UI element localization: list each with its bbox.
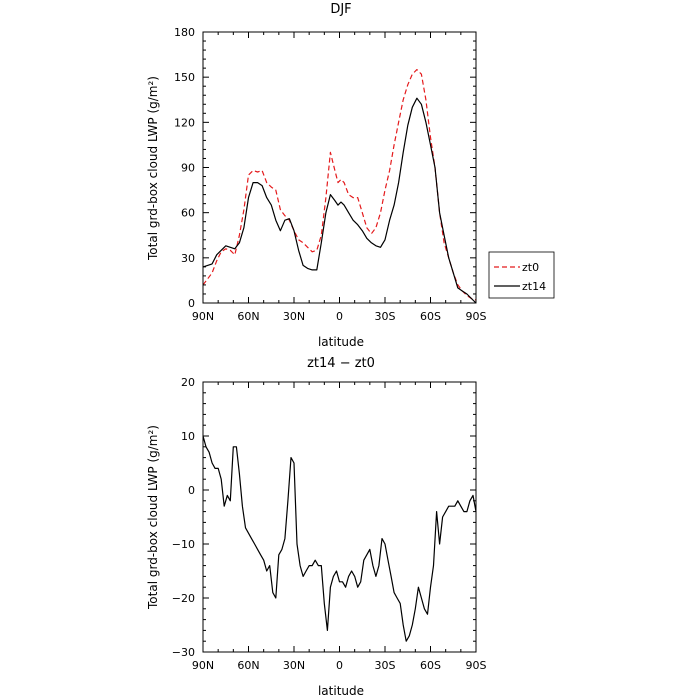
y-tick-label: 0 (188, 297, 195, 310)
y-tick-label: 30 (181, 252, 195, 265)
bottom-series-group (202, 435, 477, 642)
top-x-axis-label: latitude (318, 335, 364, 349)
x-tick-label: 0 (336, 310, 343, 323)
chart-title-difference: zt14 − zt0 (307, 356, 375, 371)
x-tick-label: 60S (420, 659, 441, 672)
legend: zt0 zt14 (488, 251, 555, 299)
y-tick-label: 0 (188, 484, 195, 497)
x-tick-label: 60N (237, 659, 259, 672)
x-tick-label: 0 (336, 659, 343, 672)
x-tick-label: 60S (420, 310, 441, 323)
chart-panel-djf: DJF 90N 60N 30N 0 30S 60S 90S0306090120150180 … (146, 2, 555, 349)
x-tick-label: 90S (466, 659, 487, 672)
y-tick-label: −30 (172, 646, 195, 659)
y-tick-label: 90 (181, 162, 195, 175)
y-tick-label: 10 (181, 430, 195, 443)
chart-title-djf: DJF (330, 2, 351, 17)
chart-panel-difference: zt14 − zt0 90N 60N 30N 0 30S 60S 90S −30 −20 −10 0… (146, 356, 487, 698)
x-tick-label: 30N (283, 310, 305, 323)
y-tick-label: 20 (181, 376, 195, 389)
top-series-group (202, 68, 477, 304)
legend-box (488, 251, 555, 299)
x-tick-label: 90N (192, 659, 214, 672)
legend-label-zt14: zt14 (522, 280, 546, 293)
x-tick-label: 30S (375, 659, 396, 672)
series-line-zt14 (202, 97, 477, 304)
x-tick-label: 90N (192, 310, 214, 323)
x-tick-label: 30S (375, 310, 396, 323)
y-tick-label: −10 (172, 538, 195, 551)
top-ticks: 90N 60N 30N 0 30S 60S 90S 0 30 60 90 120 150 180 (174, 26, 487, 323)
bottom-y-axis-label: Total grd-box cloud LWP (g/m²) (146, 425, 160, 610)
y-tick-label: −20 (172, 592, 195, 605)
x-tick-label: 30N (283, 659, 305, 672)
legend-label-zt0: zt0 (522, 261, 539, 274)
x-tick-label: 60N (237, 310, 259, 323)
y-tick-label: 180 (174, 26, 195, 39)
y-tick-label: 150 (174, 71, 195, 84)
series-line-zt0 (202, 68, 477, 301)
bottom-ticks: 90N 60N 30N 0 30S 60S 90S −30 −20 −10 0 10 20 (172, 376, 487, 672)
y-tick-label: 120 (174, 116, 195, 129)
series-line-panel1-series0 (202, 435, 477, 642)
bottom-x-axis-label: latitude (318, 684, 364, 698)
top-y-axis-label: Total grd-box cloud LWP (g/m²) (146, 76, 160, 261)
y-tick-label: 60 (181, 207, 195, 220)
x-tick-label: 90S (466, 310, 487, 323)
